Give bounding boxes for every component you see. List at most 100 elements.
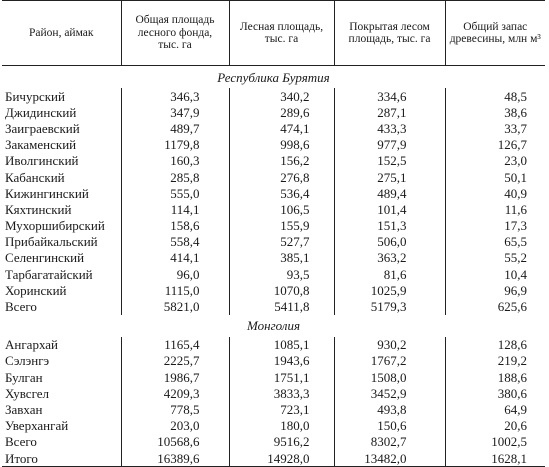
value-cell: 1085,1 (228, 336, 334, 353)
value-cell: 65,5 (444, 233, 545, 250)
district-name-cell: Всего (5, 434, 37, 450)
value-cell: 1179,8 (120, 136, 229, 153)
district-name-cell: Ангархай (5, 337, 59, 353)
value-cell: 158,6 (120, 217, 229, 234)
table-row: Хоринский 1115,0 1070,8 1025,9 96,9 (2, 282, 545, 299)
district-name-cell: Селенгинский (5, 250, 85, 266)
table-row: Иволгинский 160,3 156,2 152,5 23,0 (2, 152, 545, 169)
value-cell: 385,1 (228, 249, 334, 267)
value-cell: 10,4 (444, 266, 545, 283)
value-cell: 625,6 (444, 298, 545, 315)
value-cell: 489,7 (120, 120, 229, 137)
value-cell: 55,2 (444, 249, 545, 267)
table-row: Завхан 778,5 723,1 493,8 64,9 (2, 401, 545, 418)
value-cell: 2225,7 (120, 352, 229, 369)
value-cell: 346,3 (120, 88, 229, 105)
header-district: Район, аймак (2, 0, 121, 66)
value-cell: 10568,6 (120, 433, 229, 450)
value-cell: 160,3 (120, 152, 229, 169)
table-header: Район, аймак Общая площадь лесного фонда… (2, 0, 545, 66)
table-row: Всего 5821,0 5411,8 5179,3 625,6 (2, 298, 545, 315)
value-cell: 96,9 (444, 282, 545, 299)
value-cell: 285,8 (120, 168, 229, 186)
table-row: Сэлэнгэ 2225,7 1943,6 1767,2 219,2 (2, 352, 545, 369)
value-cell: 16389,6 (120, 449, 229, 467)
table-row: Бичурский 346,3 340,2 334,6 48,5 (2, 88, 545, 105)
value-cell: 723,1 (228, 401, 334, 418)
value-cell: 106,5 (228, 201, 334, 218)
value-cell: 930,2 (333, 336, 445, 353)
value-cell: 180,0 (228, 417, 334, 434)
value-cell: 347,9 (120, 104, 229, 121)
value-cell: 13482,0 (333, 449, 445, 467)
value-cell: 151,3 (333, 217, 445, 234)
value-cell: 489,4 (333, 185, 445, 202)
header-line: Район, аймак (29, 26, 94, 39)
value-cell: 219,2 (444, 352, 545, 369)
value-cell: 40,9 (444, 185, 545, 202)
value-cell: 188,6 (444, 369, 545, 386)
value-cell: 1025,9 (333, 282, 445, 299)
table-row: Хувсгел 4209,3 3833,3 3452,9 380,6 (2, 385, 545, 402)
value-cell: 11,6 (444, 201, 545, 218)
district-name-cell: Джидинский (5, 104, 77, 120)
value-cell: 8302,7 (333, 433, 445, 450)
value-cell: 152,5 (333, 152, 445, 169)
value-cell: 275,1 (333, 168, 445, 186)
district-name-cell: Хоринский (5, 282, 67, 298)
value-cell: 334,6 (333, 88, 445, 105)
section-heading-row: Монголия (2, 315, 545, 337)
table-row: Селенгинский 414,1 385,1 363,2 55,2 (2, 249, 545, 267)
header-line: Лесная площадь, (239, 20, 324, 33)
header-timber-stock: Общий запас древесины, млн м³ (444, 0, 545, 66)
section-title: Республика Бурятия (217, 69, 330, 85)
section-title: Монголия (246, 318, 301, 334)
table-row: Уверхангай 203,0 180,0 150,6 20,6 (2, 417, 545, 434)
district-name-cell: Уверхангай (5, 418, 69, 434)
value-cell: 96,0 (120, 266, 229, 283)
value-cell: 506,0 (333, 233, 445, 250)
value-cell: 48,5 (444, 88, 545, 105)
value-cell: 3452,9 (333, 385, 445, 402)
district-name-cell: Иволгинский (5, 153, 79, 169)
header-forest-area: Лесная площадь, тыс. га (228, 0, 334, 66)
table-row: Кижингинский 555,0 536,4 489,4 40,9 (2, 185, 545, 202)
header-line: древесины, млн м³ (449, 33, 541, 45)
value-cell: 363,2 (333, 249, 445, 267)
value-cell: 287,1 (333, 104, 445, 121)
header-line: площадь, тыс. га (348, 33, 431, 45)
district-name-cell: Бичурский (5, 88, 65, 104)
value-cell: 1751,1 (228, 369, 334, 386)
value-cell: 493,8 (333, 401, 445, 418)
value-cell: 474,1 (228, 120, 334, 137)
table-body: Республика Бурятия Бичурский 346,3 340,2 334… (2, 66, 545, 467)
value-cell: 23,0 (444, 152, 545, 169)
value-cell: 14928,0 (228, 449, 334, 467)
table-row: Кабанский 285,8 276,8 275,1 50,1 (2, 168, 545, 186)
value-cell: 114,1 (120, 201, 229, 218)
value-cell: 558,4 (120, 233, 229, 250)
value-cell: 1002,5 (444, 433, 545, 450)
value-cell: 17,3 (444, 217, 545, 234)
value-cell: 276,8 (228, 168, 334, 186)
district-name-cell: Кижингинский (5, 185, 89, 201)
value-cell: 1767,2 (333, 352, 445, 369)
district-name-cell: Закаменский (5, 137, 77, 153)
value-cell: 5821,0 (120, 298, 229, 315)
value-cell: 38,6 (444, 104, 545, 121)
district-name-cell: Всего (5, 299, 37, 315)
value-cell: 536,4 (228, 185, 334, 202)
value-cell: 81,6 (333, 266, 445, 283)
table-row: Прибайкальский 558,4 527,7 506,0 65,5 (2, 233, 545, 250)
table-row: Булган 1986,7 1751,1 1508,0 188,6 (2, 369, 545, 386)
value-cell: 778,5 (120, 401, 229, 418)
value-cell: 977,9 (333, 136, 445, 153)
district-name-cell: Прибайкальский (5, 234, 98, 250)
district-name-cell: Заиграевский (5, 120, 80, 136)
value-cell: 1943,6 (228, 352, 334, 369)
value-cell: 5411,8 (228, 298, 334, 315)
value-cell: 5179,3 (333, 298, 445, 315)
header-line: тыс. га (158, 39, 192, 52)
